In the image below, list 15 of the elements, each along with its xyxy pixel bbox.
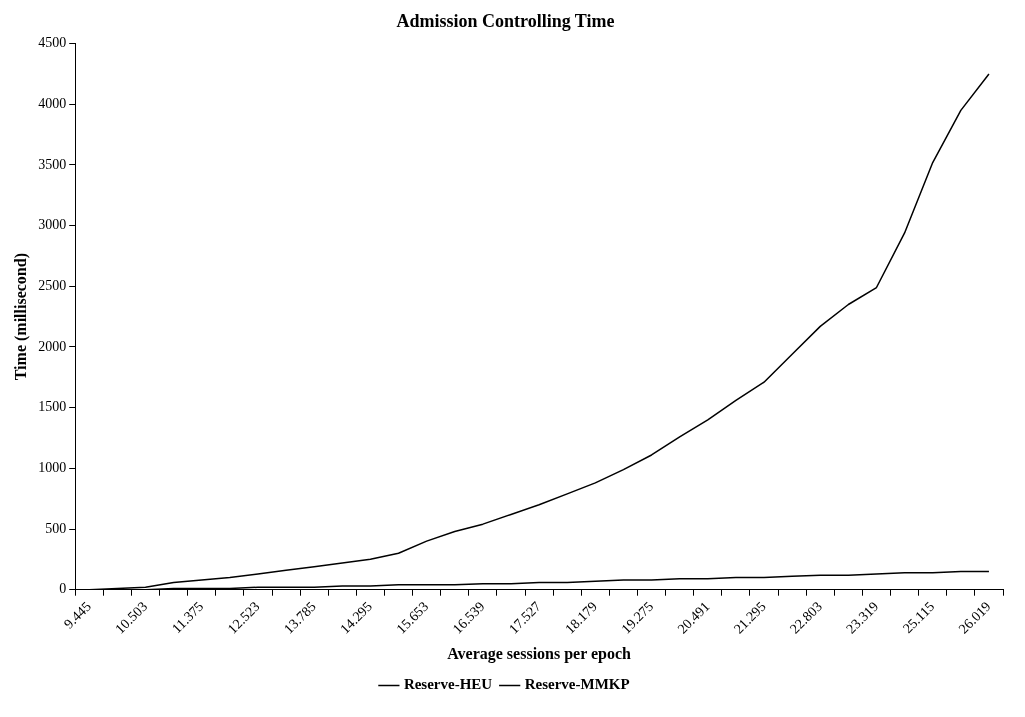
y-tick-label: 1000: [38, 460, 67, 476]
y-tick-label: 3000: [38, 217, 67, 233]
y-axis-title: Time (millisecond): [11, 253, 30, 381]
y-tick-label: 4000: [38, 95, 67, 111]
y-tick-label: 2500: [38, 277, 67, 293]
y-tick-label: 2000: [38, 338, 67, 354]
y-tick-label: 3500: [38, 156, 67, 172]
y-tick-label: 0: [59, 581, 67, 597]
chart-title: Admission Controlling Time: [396, 11, 615, 32]
y-tick-label: 4500: [38, 35, 67, 51]
y-tick-label: 1500: [38, 399, 67, 415]
legend-label: Reserve-MMKP: [524, 676, 630, 693]
y-tick-label: 500: [45, 520, 67, 536]
legend-label: Reserve-HEU: [403, 676, 493, 693]
x-axis-title: Average sessions per epoch: [447, 644, 632, 663]
